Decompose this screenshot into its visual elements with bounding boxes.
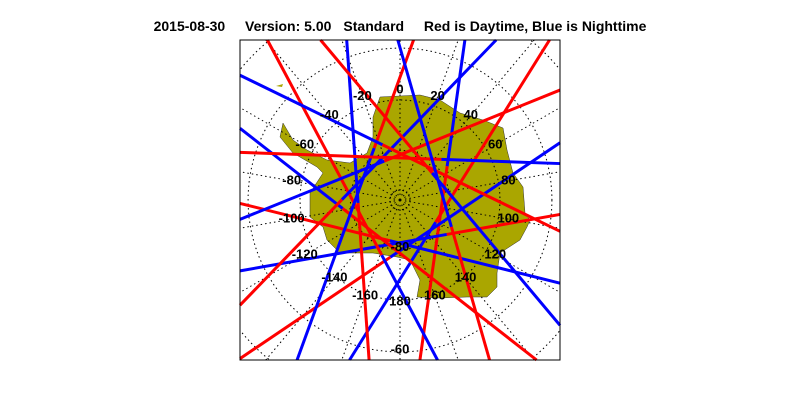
longitude-label: 120	[484, 246, 506, 261]
longitude-label: 40	[463, 107, 477, 122]
longitude-label: 80	[501, 172, 515, 187]
daytime-track	[381, 143, 561, 233]
nighttime-track	[380, 254, 439, 361]
longitude-label: -140	[321, 270, 347, 285]
daytime-track	[449, 226, 492, 361]
latitude-circle	[247, 47, 553, 353]
latitude-label: -60	[391, 341, 410, 356]
nighttime-track	[445, 39, 467, 167]
nighttime-track	[389, 239, 561, 285]
meridian-line	[404, 171, 561, 200]
title-version: Version: 5.00	[245, 18, 332, 34]
daytime-track	[356, 202, 371, 361]
longitude-label: -40	[320, 107, 339, 122]
longitude-label: 60	[488, 136, 502, 151]
nighttime-track	[348, 221, 437, 361]
nighttime-track	[239, 159, 385, 221]
longitude-label: 20	[430, 88, 444, 103]
nighttime-track	[239, 127, 344, 210]
meridian-line	[401, 39, 459, 196]
longitude-label: -100	[279, 211, 305, 226]
map-frame	[239, 39, 561, 361]
latitude-label: -80	[391, 239, 410, 254]
daytime-track	[238, 198, 344, 307]
longitude-label: 160	[424, 287, 446, 302]
meridian-line	[239, 200, 396, 229]
plot-title: 2015-08-30 Version: 5.00 Standard Red is …	[0, 18, 800, 34]
orbit-tracks	[238, 38, 562, 362]
nighttime-track	[295, 147, 376, 361]
daytime-track	[372, 39, 415, 149]
longitude-label: -120	[292, 246, 318, 261]
longitude-label: -160	[352, 287, 378, 302]
meridian-line	[404, 107, 561, 198]
island	[276, 84, 283, 87]
longitude-label: -60	[295, 136, 314, 151]
longitude-label: 0	[396, 81, 403, 96]
meridian-line	[401, 204, 459, 361]
meridian-line	[341, 39, 399, 196]
daytime-track	[319, 39, 434, 174]
longitude-label: 140	[455, 270, 477, 285]
nighttime-track	[396, 39, 453, 228]
daytime-track	[266, 39, 384, 256]
daytime-track	[434, 39, 551, 224]
nighttime-track	[431, 172, 562, 327]
meridian-line	[341, 204, 399, 361]
latitude-circle	[299, 99, 501, 301]
title-legend: Red is Daytime, Blue is Nighttime	[423, 18, 647, 34]
nighttime-track	[239, 232, 447, 273]
daytime-track	[341, 207, 538, 362]
meridian-line	[239, 171, 396, 200]
longitude-label: -80	[282, 172, 301, 187]
meridian-line	[239, 107, 396, 198]
title-product: Standard	[343, 18, 405, 34]
meridian-line	[404, 200, 561, 229]
longitude-label: 180	[389, 293, 411, 308]
longitude-label: -20	[353, 88, 372, 103]
south-pole-marker	[398, 198, 402, 202]
daytime-track	[446, 212, 561, 236]
nighttime-track	[340, 38, 498, 201]
longitude-label: 100	[497, 211, 519, 226]
nighttime-track	[441, 157, 561, 166]
grid-labels: 0 20 40 60 80 100 120 140 160 180 -160 -140-120 -100…	[279, 81, 520, 356]
nighttime-track	[345, 39, 360, 204]
antarctica-landmass	[279, 94, 531, 299]
nighttime-track	[239, 73, 384, 147]
title-date: 2015-08-30	[153, 18, 226, 34]
